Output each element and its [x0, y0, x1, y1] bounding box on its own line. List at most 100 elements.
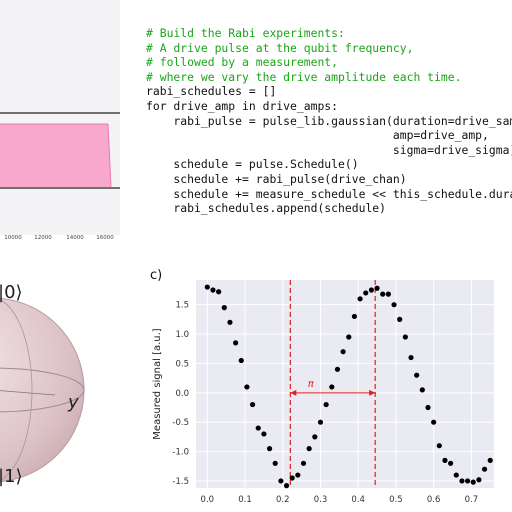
code-comment-line: # followed by a measurement,	[146, 55, 339, 70]
x-tick-label: 0.2	[276, 495, 290, 505]
pulse-waveform-plot: 10000 12000 14000 16000	[0, 0, 120, 241]
data-point	[334, 366, 341, 372]
data-point	[436, 443, 442, 449]
bloch-y-axis	[0, 390, 56, 396]
data-point	[470, 479, 476, 485]
data-point	[278, 478, 284, 484]
y-axis-ticks: 1.5 1.0 0.5 0.0 -0.5 -1.0 -1.5	[172, 301, 189, 487]
data-point	[464, 478, 471, 484]
data-point	[283, 483, 290, 489]
data-point	[476, 477, 482, 483]
data-point	[266, 446, 273, 452]
x-tick-label: 0.4	[351, 495, 365, 505]
y-tick-label: -1.0	[172, 448, 189, 458]
bloch-sphere-body	[0, 297, 85, 483]
code-line: amp=drive_amp,	[146, 128, 489, 143]
bloch-label-one: |1⟩	[0, 466, 23, 487]
x-tick-label: 0.5	[389, 495, 403, 505]
pi-annotation: π	[290, 379, 376, 396]
data-point	[481, 466, 488, 472]
x-axis-ticks: 0.0 0.1 0.2 0.3 0.4 0.5 0.6 0.7	[201, 495, 479, 505]
y-tick-label: 0.0	[175, 389, 189, 399]
data-point	[380, 291, 386, 297]
data-point	[385, 291, 391, 297]
y-tick-label: 0.5	[175, 359, 189, 369]
data-point	[300, 460, 307, 466]
data-point	[306, 446, 312, 452]
x-tick-label: 0.6	[427, 495, 441, 505]
code-comment-line: # where we vary the drive amplitude each…	[146, 69, 462, 84]
data-point	[261, 431, 267, 437]
code-line: schedule = pulse.Schedule()	[146, 157, 359, 172]
data-point	[397, 316, 403, 322]
data-point	[391, 302, 397, 308]
data-point	[210, 287, 216, 293]
data-point	[244, 384, 250, 390]
code-line: sigma=drive_sigma)	[146, 142, 512, 157]
data-point	[329, 384, 335, 390]
data-point	[414, 372, 420, 378]
y-tick-label: -1.5	[172, 477, 189, 487]
pi-markers	[289, 280, 376, 488]
data-point	[459, 478, 465, 484]
pulse-x-axis: 10000 12000 14000 16000	[4, 235, 114, 241]
data-point	[351, 313, 358, 320]
code-comment-line: # Build the Rabi experiments:	[146, 26, 345, 40]
data-point	[221, 305, 227, 311]
code-comment-line: # A drive pulse at the qubit frequency,	[146, 40, 414, 55]
data-point	[216, 289, 222, 295]
data-point	[442, 457, 448, 463]
data-point	[227, 319, 233, 325]
x-tick-label: 0.0	[201, 495, 215, 505]
pi-arrowhead-left	[290, 389, 297, 396]
bloch-sphere: |0⟩ |1⟩ y	[0, 282, 85, 487]
x-tick-label: 0.3	[314, 495, 328, 505]
data-point	[419, 387, 425, 393]
code-snippet: # Build the Rabi experiments: # A drive p…	[146, 26, 512, 226]
data-point	[368, 287, 375, 293]
pi-annotation-label: π	[308, 379, 315, 390]
chart-panel-label: c)	[150, 268, 162, 283]
data-point	[402, 334, 408, 340]
pulse-falling-edge	[107, 123, 112, 188]
grid-lines	[196, 280, 494, 488]
y-tick-label: 1.0	[175, 330, 189, 340]
data-point	[238, 357, 244, 364]
data-point	[204, 284, 210, 290]
code-line: schedule += measure_schedule << this_sch…	[146, 186, 512, 201]
pulse-x-tick-label: 16000	[96, 235, 114, 241]
code-line: rabi_schedules = []	[146, 84, 277, 99]
data-point	[323, 401, 329, 408]
data-point	[487, 457, 493, 463]
x-tick-label: 0.1	[238, 495, 252, 505]
data-point	[408, 354, 414, 361]
pulse-x-tick-label: 12000	[34, 235, 52, 241]
data-point	[317, 419, 324, 425]
code-line: rabi_schedules.append(schedule)	[146, 201, 387, 216]
data-point	[374, 285, 380, 291]
code-line: schedule += rabi_pulse(drive_chan)	[146, 171, 407, 186]
bloch-label-y: y	[67, 392, 79, 413]
y-tick-label: -0.5	[172, 418, 189, 428]
data-point	[357, 296, 363, 302]
bloch-label-zero: |0⟩	[0, 282, 23, 303]
pulse-fill	[0, 124, 111, 187]
x-tick-label: 0.7	[465, 495, 479, 505]
data-point	[255, 425, 261, 431]
rabi-oscillation-chart: c) 0.0 0.1 0.2 0.3 0.4 0.5 0.6 0.7 1.51.00.50.0…	[150, 268, 494, 505]
y-tick-label: 1.5	[175, 301, 189, 311]
pulse-x-tick-label: 14000	[66, 235, 84, 241]
data-point	[431, 419, 437, 425]
bloch-meridian	[0, 299, 33, 481]
plot-area	[196, 280, 494, 488]
data-point	[272, 460, 278, 466]
code-line: rabi_pulse = pulse_lib.gaussian(duration…	[146, 113, 512, 128]
data-point	[448, 460, 454, 466]
data-point	[363, 290, 369, 296]
y-axis-label: Measured signal [a.u.]	[152, 328, 163, 440]
code-line: for drive_amp in drive_amps:	[146, 98, 339, 113]
data-point	[249, 401, 256, 408]
data-point	[346, 334, 352, 340]
data-points	[204, 284, 493, 489]
data-point	[295, 472, 301, 478]
